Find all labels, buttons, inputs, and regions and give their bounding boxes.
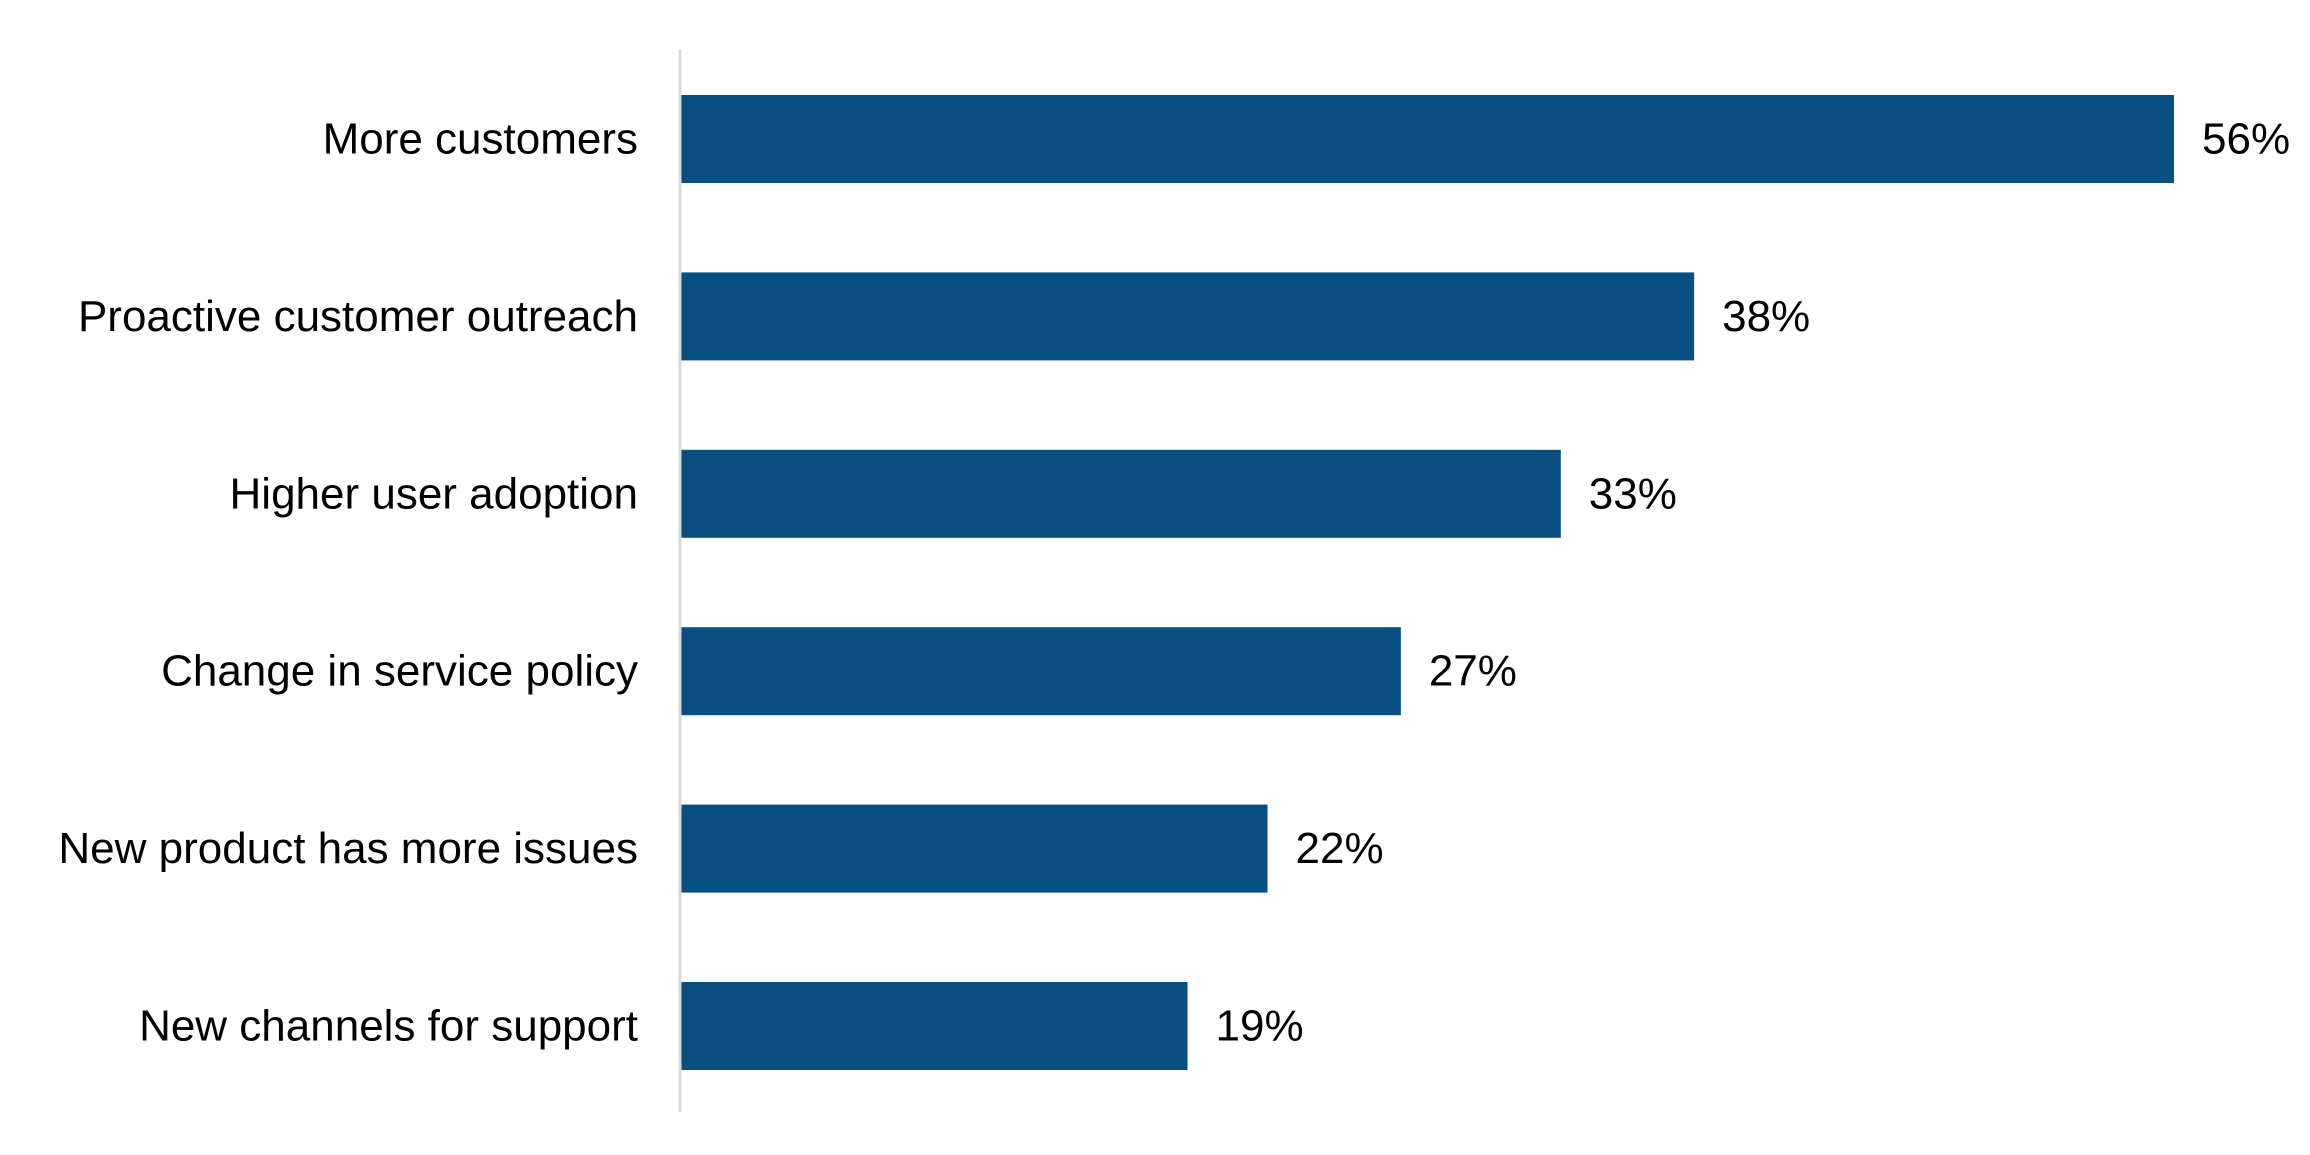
category-label: Proactive customer outreach [78, 292, 638, 341]
category-label: New channels for support [139, 1002, 638, 1051]
category-label: More customers [323, 115, 638, 164]
value-label: 22% [1296, 824, 1384, 873]
value-label: 19% [1216, 1002, 1304, 1051]
value-label: 27% [1429, 647, 1517, 696]
category-labels-group: More customers Proactive customer outreac… [58, 115, 638, 1051]
category-label: Change in service policy [161, 647, 638, 696]
category-label: New product has more issues [58, 824, 638, 873]
value-label: 56% [2202, 115, 2290, 164]
bar [681, 804, 1268, 893]
value-labels-group: 56% 38% 33% 27% 22% 19% [1216, 115, 2291, 1051]
value-label: 33% [1589, 469, 1677, 518]
bar [681, 272, 1695, 361]
bar [681, 627, 1401, 716]
bar [681, 95, 2174, 183]
category-label: Higher user adoption [230, 469, 638, 518]
value-label: 38% [1722, 292, 1810, 341]
bar [681, 449, 1561, 538]
bar [681, 982, 1188, 1070]
bars-group [681, 95, 2174, 1070]
